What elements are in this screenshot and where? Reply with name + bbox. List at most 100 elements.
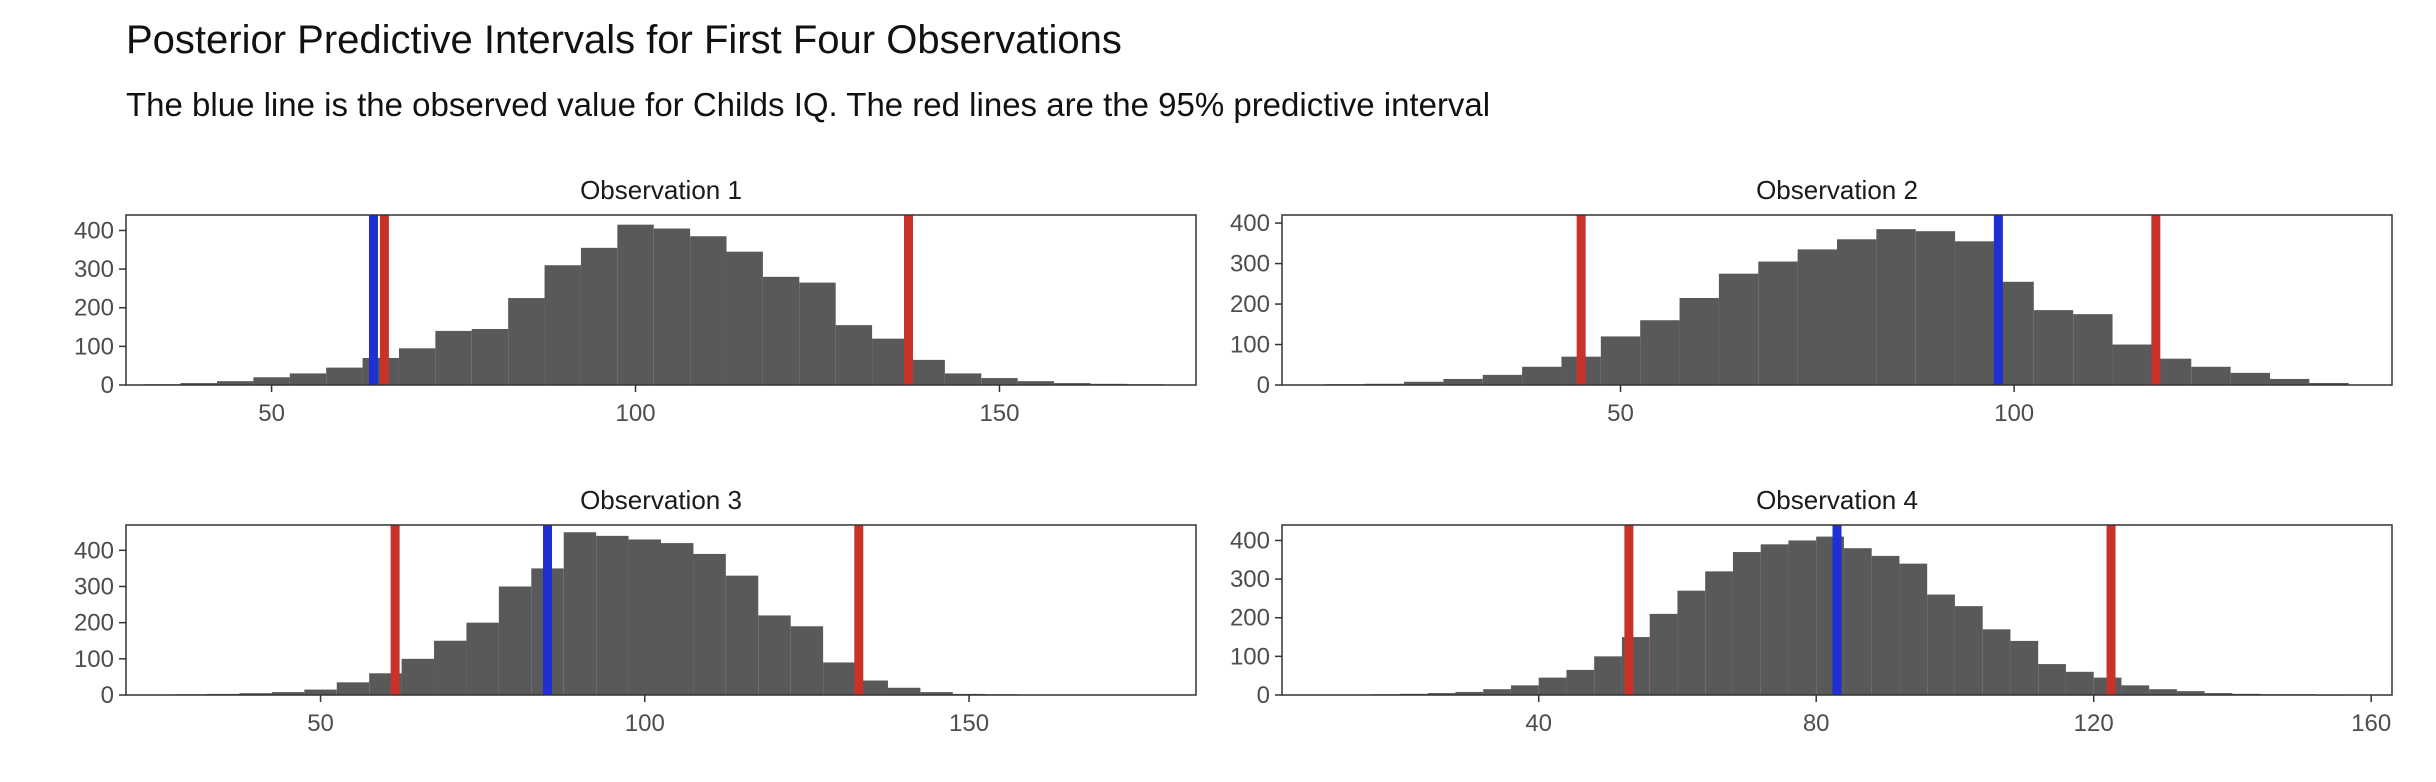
panel-observation-3: Observation 3 0 100 200 300 400 50 100 150 <box>74 485 1197 737</box>
histogram-bar <box>2112 344 2152 385</box>
histogram-bar <box>471 328 509 385</box>
histogram-bar <box>2191 366 2231 385</box>
histogram-bar <box>1679 297 1719 385</box>
histogram-bar <box>466 622 499 695</box>
y-tick-label: 400 <box>74 217 114 244</box>
y-tick-label: 0 <box>1257 682 1270 709</box>
figure-title: Posterior Predictive Intervals for First… <box>126 18 1122 62</box>
panel-border <box>1281 214 2393 386</box>
histogram-bar <box>1760 544 1789 695</box>
panel-border <box>125 524 1197 696</box>
x-tick-label: 100 <box>625 710 665 737</box>
panel-title: Observation 2 <box>1756 175 1918 205</box>
histogram-bar <box>790 626 824 695</box>
y-tick-label: 400 <box>1230 527 1270 554</box>
histogram-bar <box>799 282 836 385</box>
x-tick-label: 50 <box>307 710 334 737</box>
y-tick-label: 200 <box>1230 605 1270 632</box>
histogram-bar <box>1566 669 1595 695</box>
histogram-bar <box>855 680 888 695</box>
histogram-bar <box>1640 320 1680 385</box>
histogram-bar <box>690 236 727 385</box>
x-tick-label: 150 <box>979 400 1019 427</box>
histogram-bar <box>1538 677 1567 695</box>
histogram-bar <box>725 575 759 695</box>
histogram-bar <box>1522 366 1562 385</box>
panel-title: Observation 3 <box>580 485 742 515</box>
histogram-bar <box>835 325 873 385</box>
histogram-bar <box>2149 689 2177 695</box>
histogram-bar <box>2038 664 2066 695</box>
histogram-bar <box>2033 310 2074 385</box>
x-tick-label: 160 <box>2351 710 2391 737</box>
histogram-bar <box>1510 685 1539 695</box>
panel-observation-2: Observation 2 0 100 200 300 400 50 100 <box>1230 175 2393 427</box>
histogram-bar <box>2204 693 2233 695</box>
y-tick-label: 200 <box>74 610 114 637</box>
histogram-bar <box>596 535 629 695</box>
histogram-bar <box>1843 548 1872 695</box>
y-tick-label: 100 <box>1230 332 1270 359</box>
histogram-bar <box>1594 656 1622 695</box>
histogram-bar <box>304 689 337 695</box>
histogram-bar <box>887 687 921 695</box>
histogram-bar <box>2065 671 2094 695</box>
histogram-bar <box>1649 613 1678 695</box>
figure-subtitle: The blue line is the observed value for … <box>126 86 1491 123</box>
histogram-bar <box>823 662 856 695</box>
histogram-bar <box>908 359 945 385</box>
y-tick-label: 0 <box>101 372 114 399</box>
panel-title: Observation 1 <box>580 175 742 205</box>
histogram-bar <box>1705 571 1733 695</box>
histogram-bar <box>434 640 467 695</box>
histogram-bar <box>762 276 800 385</box>
y-tick-label: 200 <box>74 295 114 322</box>
histogram-bar <box>1455 691 1484 695</box>
histogram-bar <box>1927 594 1955 695</box>
histogram-bar <box>1054 383 1091 385</box>
panel-observation-1: Observation 1 0 100 200 300 400 50 100 150 <box>74 175 1197 427</box>
histogram-bar <box>1600 336 1641 385</box>
x-tick-label: 100 <box>616 400 656 427</box>
histogram-bar <box>1954 606 1983 695</box>
histogram-bar <box>758 615 791 695</box>
histogram-bar <box>920 692 953 695</box>
histogram-bar <box>1017 381 1055 385</box>
x-tick-label: 40 <box>1525 710 1552 737</box>
histogram-bar <box>508 298 545 385</box>
histogram-bar <box>563 532 597 695</box>
histogram-bar <box>336 682 370 695</box>
panel-observation-4: Observation 4 0 100 200 300 400 40 80 120 160 <box>1230 485 2393 737</box>
histogram-bar <box>2269 378 2310 385</box>
histogram-bar <box>326 367 363 385</box>
y-tick-label: 400 <box>1230 210 1270 237</box>
histogram-bar <box>1837 239 1877 385</box>
histogram-bar <box>216 381 254 385</box>
panel-title: Observation 4 <box>1756 485 1918 515</box>
histogram-bar <box>1899 563 1928 695</box>
histogram-bar <box>661 543 694 695</box>
histogram-bar <box>2121 685 2150 695</box>
y-tick-label: 200 <box>1230 291 1270 318</box>
histogram-bar <box>2230 372 2270 385</box>
x-tick-label: 80 <box>1803 710 1830 737</box>
histogram-bar <box>1718 273 1759 385</box>
x-tick-label: 50 <box>258 400 285 427</box>
histogram-bar <box>1797 249 1837 385</box>
x-tick-label: 100 <box>1994 400 2034 427</box>
histogram-bar <box>1788 540 1817 695</box>
histogram-bar <box>544 265 581 385</box>
histogram-bar <box>1404 381 1444 385</box>
histogram-bar <box>1871 555 1900 695</box>
histogram-bar <box>693 553 726 695</box>
histogram-bar <box>981 378 1018 385</box>
histogram-bar <box>653 228 691 385</box>
histogram-bar <box>398 348 436 385</box>
x-tick-label: 50 <box>1607 400 1634 427</box>
y-tick-label: 0 <box>101 682 114 709</box>
histogram-bar <box>617 224 654 385</box>
y-tick-label: 300 <box>74 256 114 283</box>
histogram-bar <box>872 338 909 385</box>
histogram-bar <box>1732 552 1761 695</box>
histogram-bar <box>435 330 472 385</box>
